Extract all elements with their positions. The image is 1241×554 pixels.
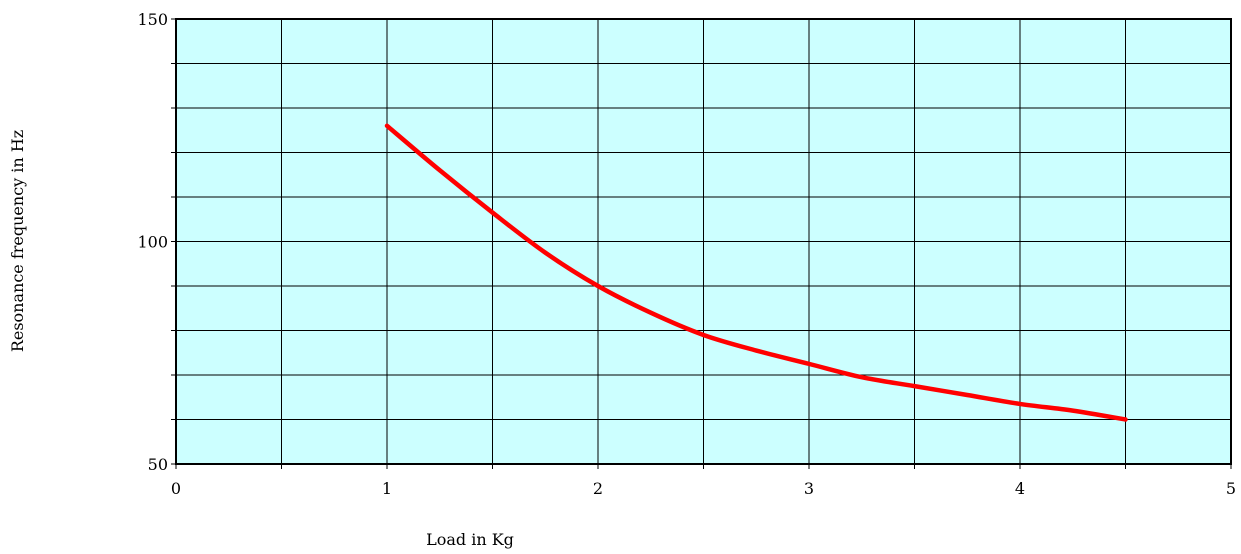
x-tick-label: 5 [1226,479,1236,498]
x-axis-title: Load in Kg [426,530,514,549]
x-tick-label: 2 [593,479,603,498]
x-tick-label: 1 [382,479,392,498]
x-tick-label: 4 [1015,479,1025,498]
series-group [384,123,1128,422]
series-line-0 [384,123,1128,422]
y-axis-title: Resonance frequency in Hz [8,130,27,352]
x-tick-label: 3 [804,479,814,498]
y-tick-label: 50 [148,455,168,474]
y-tick-label: 100 [137,233,168,252]
grid [176,19,1231,464]
ticks [171,18,1232,469]
x-tick-label: 0 [171,479,181,498]
y-tick-label: 150 [137,10,168,29]
tick-labels: 0 1 2 3 4 5 50 100 150 [137,10,1236,498]
